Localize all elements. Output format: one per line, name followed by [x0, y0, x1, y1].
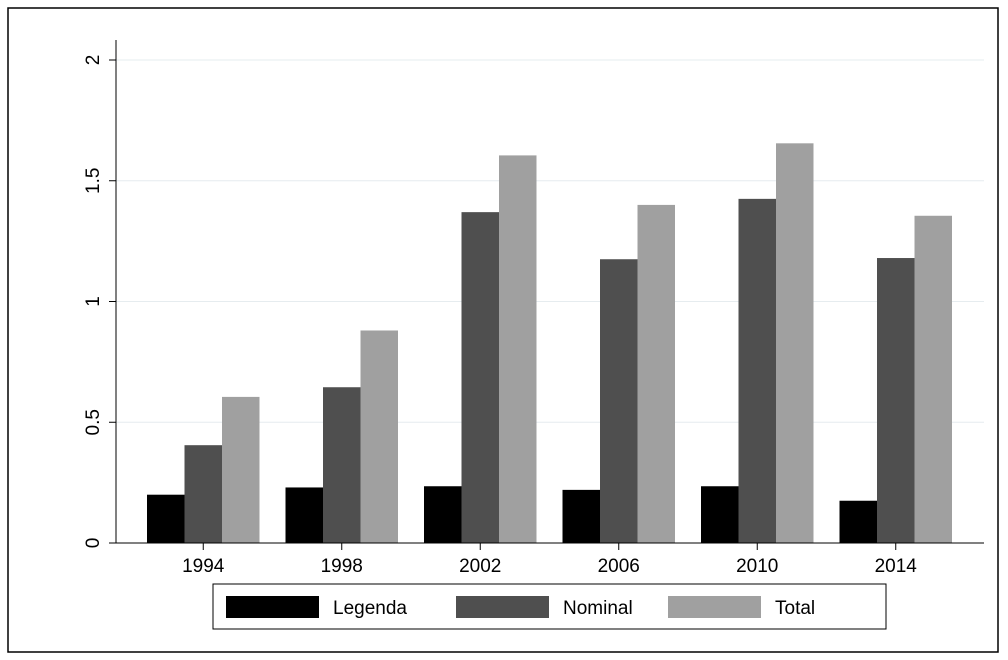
legend: Legenda Nominal Total	[212, 583, 887, 630]
bar-total	[637, 204, 675, 543]
bar-nominal	[600, 259, 638, 543]
legend-label-nominal: Nominal	[563, 598, 633, 619]
legend-swatch-legenda	[226, 596, 319, 618]
x-tick-label: 1994	[182, 556, 225, 577]
bar-legenda	[147, 494, 185, 543]
axes: 0 0.5 1 1.5 2 1994 1998 2002 2006 2010 2014	[83, 40, 984, 577]
bar-total	[222, 396, 260, 543]
y-tick-label: 0.5	[83, 409, 104, 435]
bar-nominal	[184, 445, 222, 543]
legend-label-legenda: Legenda	[333, 598, 407, 619]
bar-total	[914, 215, 952, 543]
bar-legenda	[562, 489, 600, 543]
bar-legenda	[285, 487, 323, 543]
grid-lines	[116, 59, 984, 423]
y-tick-label: 0	[83, 538, 104, 549]
bar-nominal	[877, 258, 915, 543]
bar-legenda	[424, 486, 462, 543]
legend-box	[212, 583, 887, 630]
legend-swatch-total	[668, 596, 761, 618]
x-tick-label: 2006	[598, 556, 640, 577]
y-tick-label: 1.5	[83, 168, 104, 194]
bar-nominal	[738, 198, 776, 544]
x-tick-label: 2014	[875, 556, 918, 577]
bar-total	[499, 155, 537, 543]
legend-swatch-nominal	[456, 596, 549, 618]
x-tick-label: 2010	[736, 556, 778, 577]
y-tick-label: 2	[83, 55, 104, 66]
bar-total	[776, 143, 814, 543]
x-tick-label: 1998	[321, 556, 363, 577]
bar-total	[360, 330, 398, 543]
bar-nominal	[323, 387, 361, 543]
legend-label-total: Total	[775, 598, 815, 619]
bar-legenda	[839, 500, 877, 543]
x-tick-label: 2002	[459, 556, 501, 577]
bars	[147, 143, 952, 544]
bar-legenda	[701, 486, 739, 543]
bar-nominal	[461, 212, 499, 543]
y-tick-label: 1	[83, 296, 104, 307]
